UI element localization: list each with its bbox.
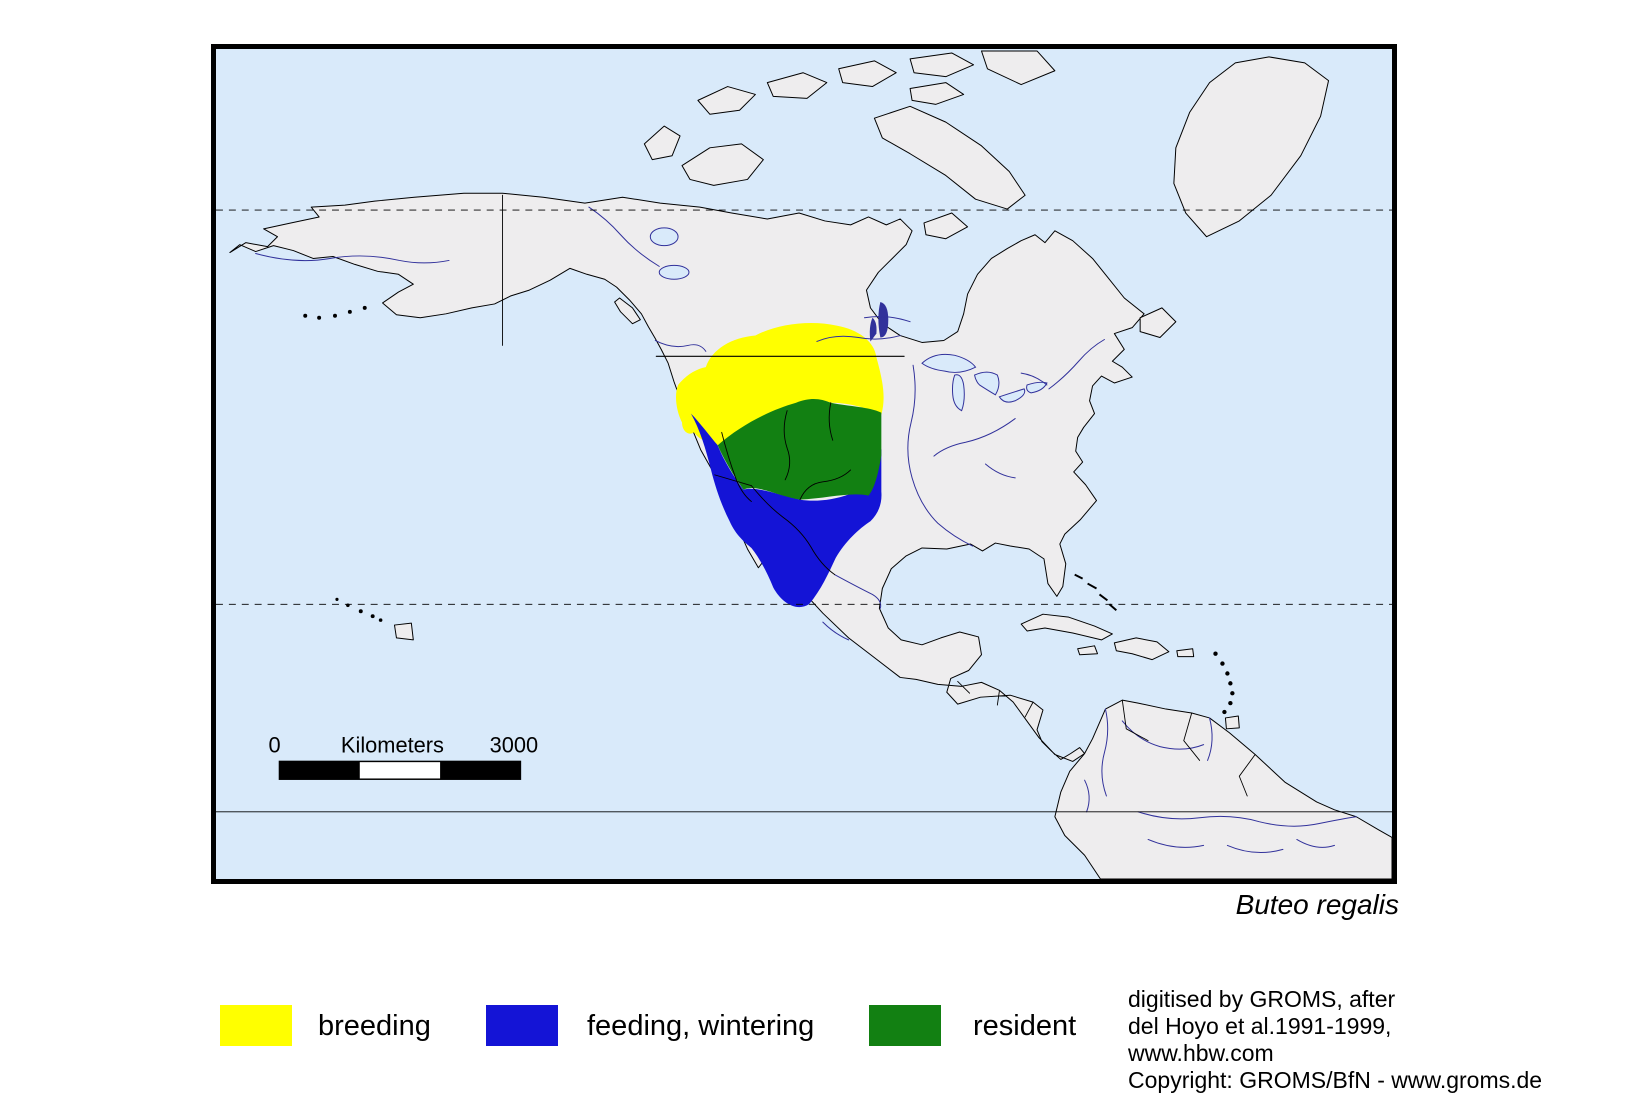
lake-erie xyxy=(998,388,1026,403)
resident-label: resident xyxy=(973,1010,1077,1042)
scale-bar: 0 Kilometers 3000 xyxy=(269,733,539,780)
breeding-swatch xyxy=(220,1005,292,1046)
borders xyxy=(502,194,1256,797)
credits-line: Copyright: GROMS/BfN - www.groms.de xyxy=(1128,1067,1543,1093)
great-slave-lake xyxy=(658,264,690,280)
lake-winnipeg xyxy=(878,301,889,338)
scale-max-label: 3000 xyxy=(490,733,539,758)
greenland xyxy=(1173,56,1330,238)
credits-line: del Hoyo et al.1991-1999, xyxy=(1128,1013,1392,1039)
scale-zero-label: 0 xyxy=(269,733,281,758)
resident-swatch xyxy=(869,1005,941,1046)
latitude-lines xyxy=(216,209,1392,813)
map-canvas: 0 Kilometers 3000 xyxy=(216,49,1392,879)
lake-huron xyxy=(973,371,1000,396)
credits-line: www.hbw.com xyxy=(1128,1040,1274,1066)
credits-block: digitised by GROMS, after del Hoyo et al… xyxy=(1128,986,1542,1094)
rivers xyxy=(255,206,1357,854)
landmass-north-america xyxy=(229,192,1145,762)
range-overlays xyxy=(676,322,884,608)
feeding-wintering-label: feeding, wintering xyxy=(587,1010,815,1042)
lake-ontario xyxy=(1026,381,1048,394)
resident-range xyxy=(717,398,882,500)
breeding-label: breeding xyxy=(318,1010,431,1042)
credits-line: digitised by GROMS, after xyxy=(1128,986,1396,1012)
arctic-islands xyxy=(614,50,1330,339)
landmass-south-america xyxy=(1054,699,1392,879)
feeding-wintering-range xyxy=(690,413,882,608)
breeding-range xyxy=(676,322,884,446)
range-map: 0 Kilometers 3000 xyxy=(211,44,1397,884)
scale-unit-label: Kilometers xyxy=(341,733,444,758)
lakes xyxy=(649,227,1048,412)
species-name-caption: Buteo regalis xyxy=(1235,889,1399,920)
lake-michigan xyxy=(951,374,965,412)
caribbean-islands xyxy=(1020,573,1240,730)
feeding-wintering-swatch xyxy=(486,1005,558,1046)
great-bear-lake xyxy=(649,227,679,247)
lake-superior xyxy=(921,353,977,373)
